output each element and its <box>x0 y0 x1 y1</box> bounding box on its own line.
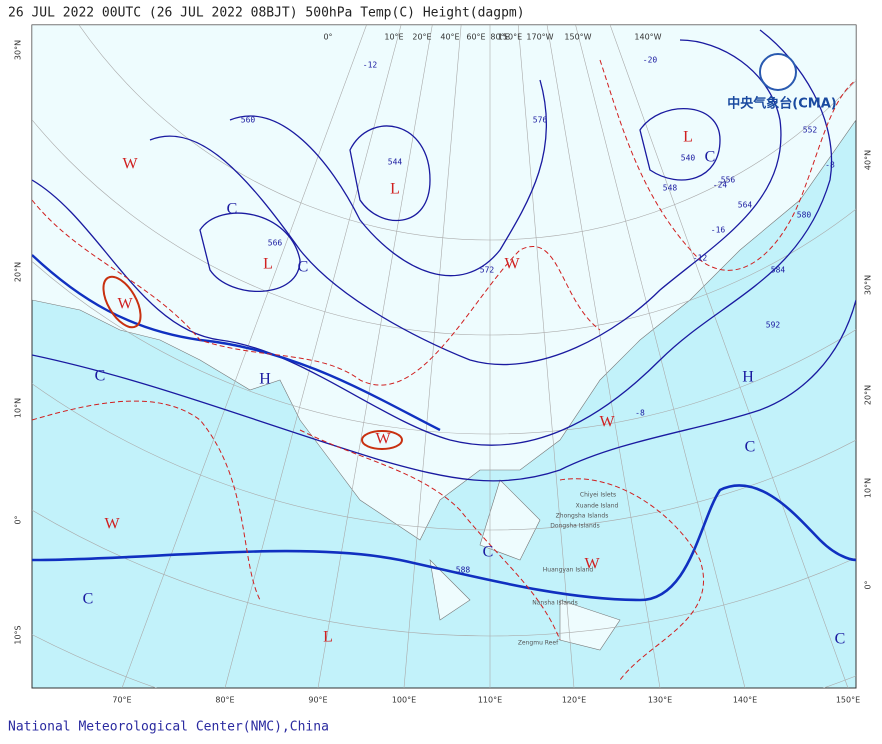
temperature-label: -24 <box>713 181 728 190</box>
contour-label: 560 <box>241 116 256 125</box>
place-name: Zengmu Reef <box>518 640 559 647</box>
pressure-system-marker: L <box>263 256 273 273</box>
lat-label: 0° <box>14 515 23 524</box>
contour-label: 592 <box>766 321 781 330</box>
top-lon-label: 150°W <box>564 33 591 42</box>
top-lon-label: 80°E <box>490 33 509 42</box>
lon-label: 90°E <box>308 696 327 705</box>
lat-label: 30°N <box>864 275 873 295</box>
pressure-system-marker: L <box>390 181 400 198</box>
lat-label: 10°S <box>14 625 23 644</box>
meridian-line <box>517 25 575 688</box>
pressure-system-marker: W <box>117 296 133 313</box>
temperature-label: -12 <box>363 61 378 70</box>
place-name: Xuande Island <box>576 503 619 510</box>
meridian-line <box>403 25 462 688</box>
top-lon-label: 150°E <box>498 33 522 42</box>
meridian-line <box>546 25 661 688</box>
meridian-line <box>609 25 849 688</box>
contour-label: 548 <box>663 184 678 193</box>
lon-label: 70°E <box>112 696 131 705</box>
pressure-system-marker: W <box>104 516 120 533</box>
contour-label: 564 <box>738 201 753 210</box>
lat-label: 20°N <box>864 385 873 405</box>
top-lon-label: 40°E <box>440 33 459 42</box>
pressure-system-marker: C <box>227 201 238 218</box>
temperature-label: -16 <box>711 226 726 235</box>
pressure-system-marker: C <box>745 439 756 456</box>
contour-label: 556 <box>721 176 736 185</box>
logo-emblem <box>759 53 797 91</box>
lat-label: 10°N <box>864 478 873 498</box>
top-lon-label: 60°E <box>466 33 485 42</box>
lat-label: 30°N <box>14 40 23 60</box>
lon-label: 130°E <box>648 696 672 705</box>
lon-label: 140°E <box>733 696 757 705</box>
pressure-system-marker: W <box>375 431 391 448</box>
warm-core-outline <box>102 275 142 329</box>
lat-label: 10°N <box>14 398 23 418</box>
top-lon-label: 170°W <box>526 33 553 42</box>
contour-label: 576 <box>533 116 548 125</box>
place-name: Huangyan Island <box>543 567 594 574</box>
contour-label: 552 <box>803 126 818 135</box>
lon-label: 150°E <box>836 696 860 705</box>
contour-label: 566 <box>268 239 283 248</box>
contour-label: 588 <box>456 566 471 575</box>
pressure-system-marker: H <box>259 371 271 388</box>
pressure-system-marker: W <box>584 556 600 573</box>
pressure-system-marker: C <box>298 259 309 276</box>
lat-label: 20°N <box>14 262 23 282</box>
contour-label: 540 <box>681 154 696 163</box>
top-lon-label: 20°E <box>412 33 431 42</box>
map-title: 26 JUL 2022 00UTC (26 JUL 2022 08BJT) 50… <box>8 6 525 21</box>
place-name: Zhongsha Islands <box>556 513 609 520</box>
lon-label: 110°E <box>478 696 502 705</box>
top-lon-label: 140°W <box>634 33 661 42</box>
pressure-system-marker: C <box>483 544 494 561</box>
contour-label: 580 <box>797 211 812 220</box>
footer-credit: National Meteorological Center(NMC),Chin… <box>8 720 329 735</box>
contour-label: 572 <box>480 266 495 275</box>
place-name: Nansha Islands <box>532 600 577 607</box>
land <box>32 25 856 541</box>
pressure-system-marker: W <box>122 156 138 173</box>
lat-label: 0° <box>864 580 873 589</box>
meridian-line <box>317 25 433 688</box>
meridian-line <box>121 25 367 688</box>
lon-label: 120°E <box>562 696 586 705</box>
pressure-system-marker: W <box>504 256 520 273</box>
temperature-label: -12 <box>693 254 708 263</box>
islands <box>429 479 621 651</box>
pressure-system-marker: C <box>83 591 94 608</box>
top-lon-label: 10°E <box>384 33 403 42</box>
pressure-system-marker: C <box>835 631 846 648</box>
pressure-system-marker: C <box>705 149 716 166</box>
lat-label: 40°N <box>864 150 873 170</box>
meridian-line <box>575 25 746 688</box>
temperature-contours <box>32 59 856 681</box>
temperature-label: -8 <box>635 409 645 418</box>
pressure-system-marker: L <box>683 129 693 146</box>
height-contours <box>32 29 856 602</box>
pressure-system-marker: C <box>95 368 106 385</box>
temperature-label: -20 <box>643 56 658 65</box>
logo-text: 中央气象台(CMA) <box>727 96 836 112</box>
place-name: Dongsha Islands <box>550 523 599 530</box>
meridian-line <box>224 25 402 688</box>
place-name: Chiyei Islets <box>580 492 616 499</box>
pressure-system-marker: H <box>742 369 754 386</box>
contour-label: 584 <box>771 266 786 275</box>
temperature-label: -8 <box>825 161 835 170</box>
lon-label: 80°E <box>215 696 234 705</box>
pressure-system-marker: L <box>323 629 333 646</box>
contour-label: 544 <box>388 158 403 167</box>
pressure-system-marker: W <box>599 414 615 431</box>
lon-label: 100°E <box>392 696 416 705</box>
top-lon-label: 0° <box>323 33 332 42</box>
warm-core-outline <box>361 430 403 450</box>
